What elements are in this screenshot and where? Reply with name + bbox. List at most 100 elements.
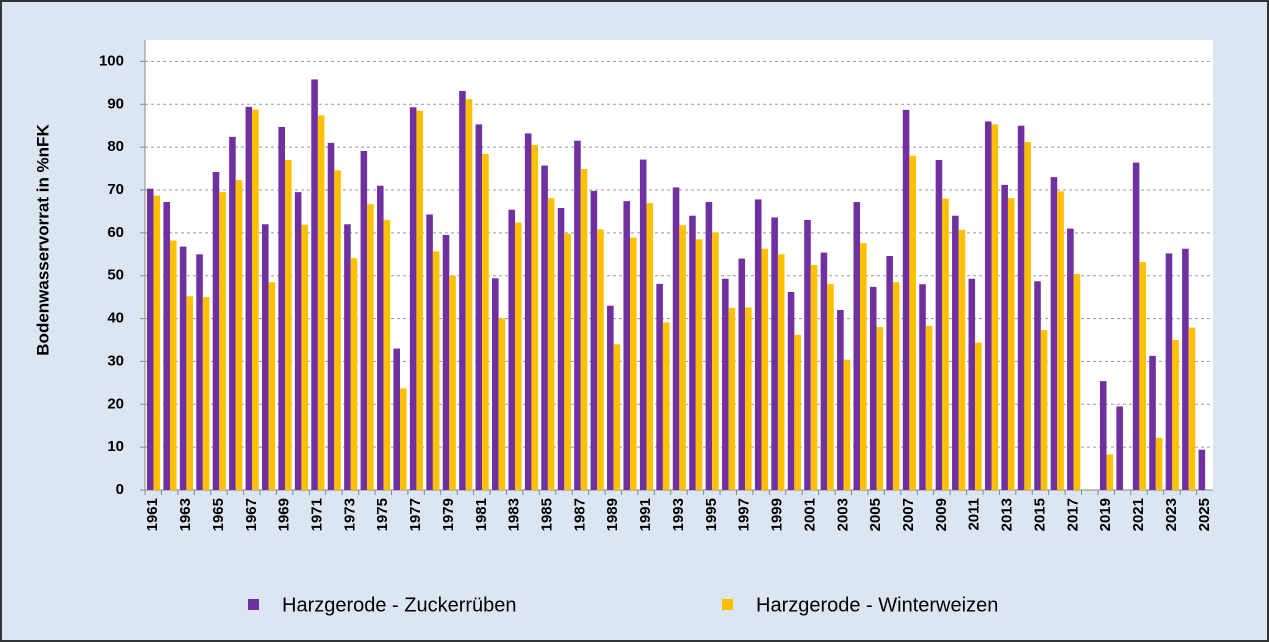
x-tick-label: 1965 [210,498,227,531]
bar [163,202,170,490]
bar [853,202,861,490]
bar [1172,340,1179,490]
bar [219,192,226,490]
bar [1017,125,1025,490]
bar [935,160,943,490]
bar [426,214,433,490]
bar [975,342,982,490]
legend-label: Harzgerode - Zuckerrüben [282,594,517,616]
bar [745,307,752,490]
x-tick-label: 1961 [144,498,161,531]
bar [564,233,571,490]
bar [515,222,522,491]
bar [1149,355,1156,490]
bar [327,142,335,490]
bar [771,217,778,490]
bar [919,284,926,490]
bar [416,110,424,490]
bar [1155,437,1163,490]
bar [508,209,516,490]
bar [794,334,801,490]
x-tick-label: 1991 [637,498,654,531]
x-tick-label: 1979 [440,498,457,531]
bar [482,154,489,490]
bar [597,229,604,490]
x-tick-label: 1963 [177,498,194,531]
bar [475,124,483,490]
bar [712,232,719,490]
bar [278,127,285,490]
bar [656,283,663,490]
bar [827,283,834,490]
bar [1040,330,1048,490]
bar [607,305,614,490]
bar [1132,162,1140,491]
bar [235,180,243,490]
y-tick-label: 0 [116,481,124,498]
bar [498,318,506,490]
bar [590,190,598,490]
bar [902,109,910,490]
y-tick-label: 40 [107,310,124,327]
x-tick-label: 1977 [407,498,424,531]
bar [646,203,654,491]
bar [679,225,686,490]
bar [393,348,401,490]
x-tick-label: 1981 [473,498,490,531]
bar [860,243,867,490]
x-tick-label: 1999 [769,498,786,531]
bar [524,133,532,490]
bar [465,99,473,491]
x-tick-label: 1969 [276,498,293,531]
bar [360,151,368,490]
bar [1188,327,1196,490]
bar [820,252,828,490]
bar [1198,449,1206,490]
x-tick-label: 1985 [539,498,556,531]
bar [869,286,877,490]
bar [261,224,269,491]
x-tick-label: 2007 [900,498,917,531]
bar [400,388,407,490]
bar [843,359,851,490]
y-tick-label: 50 [107,267,124,284]
bar [541,165,548,491]
bar [146,188,154,490]
bar [991,124,999,490]
bar [1099,381,1107,490]
bar [837,310,844,490]
x-tick-label: 1971 [308,498,325,531]
bar [229,136,236,490]
bar [1007,198,1015,490]
legend-swatch [722,599,733,610]
bar [639,159,647,491]
bar [432,251,440,490]
bar [1057,191,1064,491]
x-tick-label: 1993 [670,498,687,531]
x-tick-label: 2021 [1130,498,1147,531]
bar [531,145,539,490]
x-tick-label: 1973 [341,498,358,531]
bar [252,109,259,490]
y-tick-label: 60 [107,224,124,241]
bar [344,224,351,491]
y-tick-label: 80 [107,138,124,155]
bar [334,170,341,491]
bar [810,265,818,490]
bar [350,258,358,490]
bar [409,107,417,491]
y-tick-label: 20 [107,395,124,412]
bar [202,297,210,490]
legend-swatch [248,599,259,610]
x-tick-label: 2015 [1031,498,1048,531]
bar [623,201,631,490]
bar [1139,262,1146,490]
bar [672,187,680,490]
x-tick-label: 1997 [736,498,753,531]
bar [557,208,565,490]
bar [630,237,637,490]
x-tick-label: 2017 [1064,498,1081,531]
bar [952,215,959,490]
bar [169,240,177,490]
